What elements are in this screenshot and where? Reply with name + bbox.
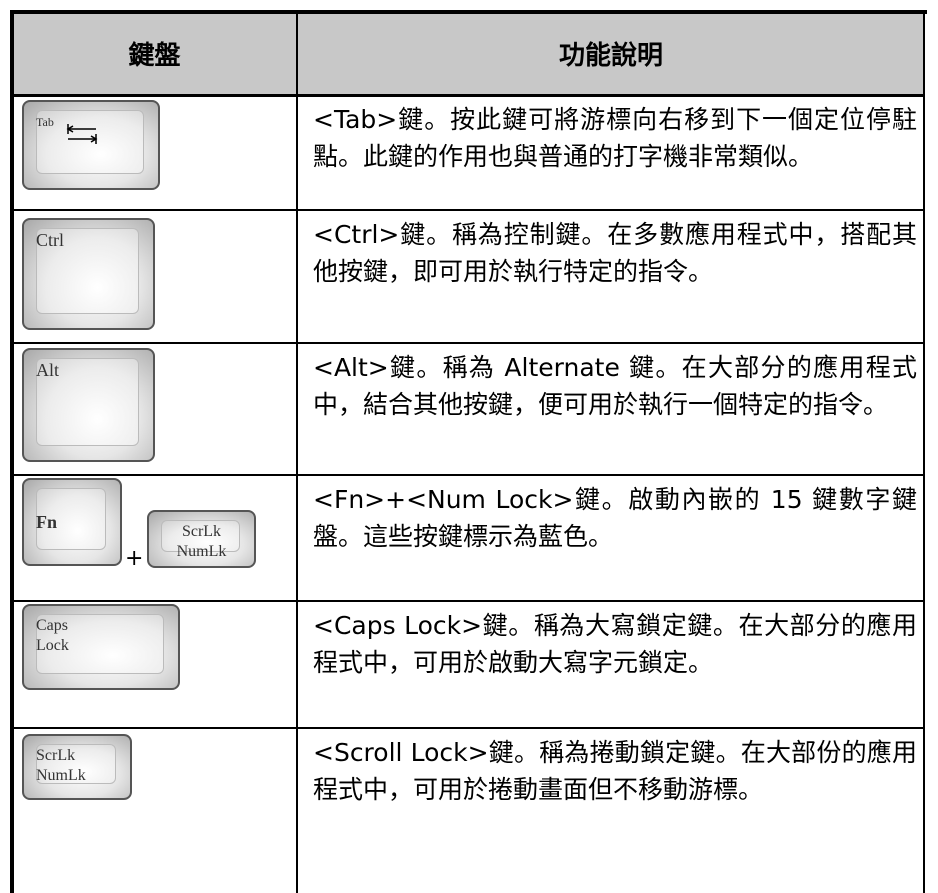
- key-face: [36, 358, 139, 446]
- key-face: [161, 520, 240, 552]
- key-label: Fn: [36, 512, 120, 532]
- row-divider: [12, 600, 925, 602]
- key-label: Caps Lock: [36, 616, 178, 656]
- key-joiner: +: [125, 546, 144, 571]
- description: <Alt>鍵。稱為 Alternate 鍵。在大部分的應用程式中，結合其他按鍵，…: [313, 353, 917, 419]
- description: <Ctrl>鍵。稱為控制鍵。在多數應用程式中，搭配其他按鍵，即可用於執行特定的指…: [313, 220, 917, 286]
- border-right: [923, 12, 925, 893]
- key-label-line: ScrLk: [181, 523, 222, 540]
- border-top: [10, 10, 927, 14]
- row-divider: [12, 209, 925, 211]
- key-icon: Fn: [22, 478, 122, 566]
- tab-arrows: [66, 124, 98, 144]
- key-face: [36, 744, 116, 784]
- description: <Fn>+<Num Lock>鍵。啟動內嵌的 15 鍵數字鍵盤。這些按鍵標示為藍…: [313, 485, 917, 551]
- key-icon: Tab: [22, 100, 160, 190]
- key-label: Alt: [36, 360, 153, 380]
- column-divider: [296, 12, 298, 893]
- description: <Tab>鍵。按此鍵可將游標向右移到下一個定位停駐點。此鍵的作用也與普通的打字機…: [313, 105, 917, 171]
- key-label-line: Ctrl: [36, 230, 65, 250]
- key-label-line: Lock: [36, 637, 69, 654]
- description: <Caps Lock>鍵。稱為大寫鎖定鍵。在大部分的應用程式中，可用於啟動大寫字…: [313, 611, 917, 677]
- key-icon: Caps Lock: [22, 604, 180, 690]
- description: <Scroll Lock>鍵。稱為捲動鎖定鍵。在大部份的應用程式中，可用於捲動畫…: [313, 738, 917, 804]
- row-divider: [12, 727, 925, 729]
- key-label-line: Fn: [36, 512, 58, 532]
- border-left: [10, 10, 14, 893]
- key-face: [36, 228, 139, 314]
- key-face: [36, 488, 106, 550]
- row-divider: [12, 474, 925, 476]
- key-icon: ScrLk NumLk: [22, 734, 132, 800]
- row-divider: [12, 94, 925, 97]
- key-label: ScrLk NumLk: [161, 522, 254, 562]
- key-face: [36, 614, 164, 674]
- key-label: ScrLk NumLk: [36, 746, 130, 786]
- key-face: [36, 110, 144, 174]
- header-cell: 功能說明: [297, 12, 925, 95]
- header-cell: 鍵盤: [12, 12, 297, 95]
- row-divider: [12, 342, 925, 344]
- key-icon: Ctrl: [22, 218, 155, 330]
- key-label: Tab: [36, 112, 158, 132]
- key-icon: Alt: [22, 348, 155, 462]
- key-label-line: NumLk: [36, 767, 86, 784]
- key-label-line: Alt: [36, 360, 60, 380]
- key-label-line: Tab: [36, 115, 54, 129]
- key-icon: ScrLk NumLk: [147, 510, 256, 568]
- key-label: Ctrl: [36, 230, 153, 250]
- key-label-line: Caps: [36, 617, 68, 634]
- key-label-line: ScrLk: [36, 747, 76, 764]
- key-label-line: NumLk: [176, 543, 227, 560]
